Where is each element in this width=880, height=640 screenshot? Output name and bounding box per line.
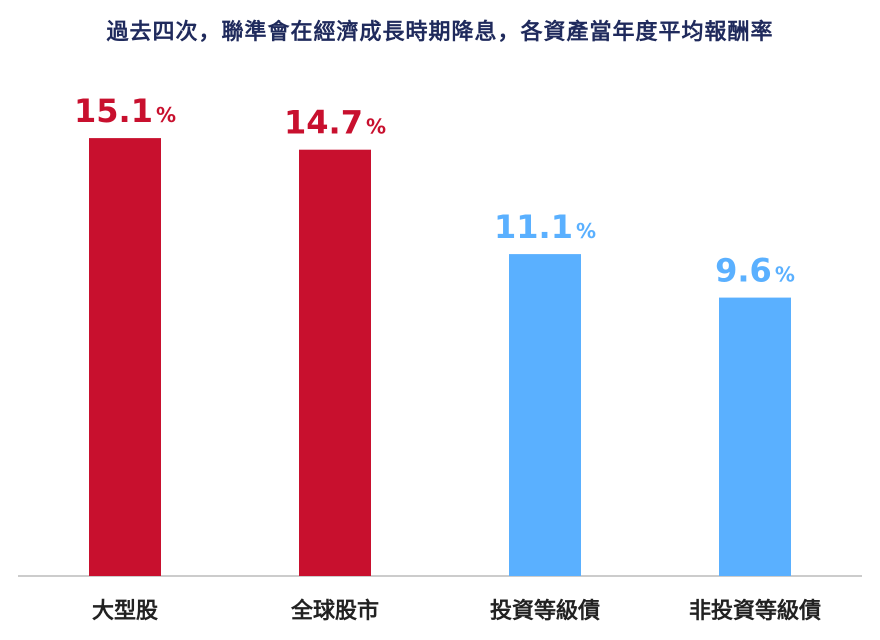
data-label-2: 11.1%	[494, 208, 596, 246]
bar-3	[719, 297, 791, 576]
bar-0	[89, 138, 161, 576]
category-label-1: 全球股市	[290, 598, 379, 624]
category-label-3: 非投資等級債	[689, 598, 821, 624]
bar-1	[299, 149, 371, 576]
category-label-0: 大型股	[92, 599, 158, 624]
data-label-3: 9.6%	[715, 252, 795, 290]
bar-2	[509, 254, 581, 576]
data-label-1: 14.7%	[284, 104, 386, 142]
data-label-0: 15.1%	[74, 92, 176, 130]
chart-title: 過去四次，聯準會在經濟成長時期降息，各資產當年度平均報酬率	[106, 20, 774, 45]
category-label-2: 投資等級債	[490, 598, 600, 624]
